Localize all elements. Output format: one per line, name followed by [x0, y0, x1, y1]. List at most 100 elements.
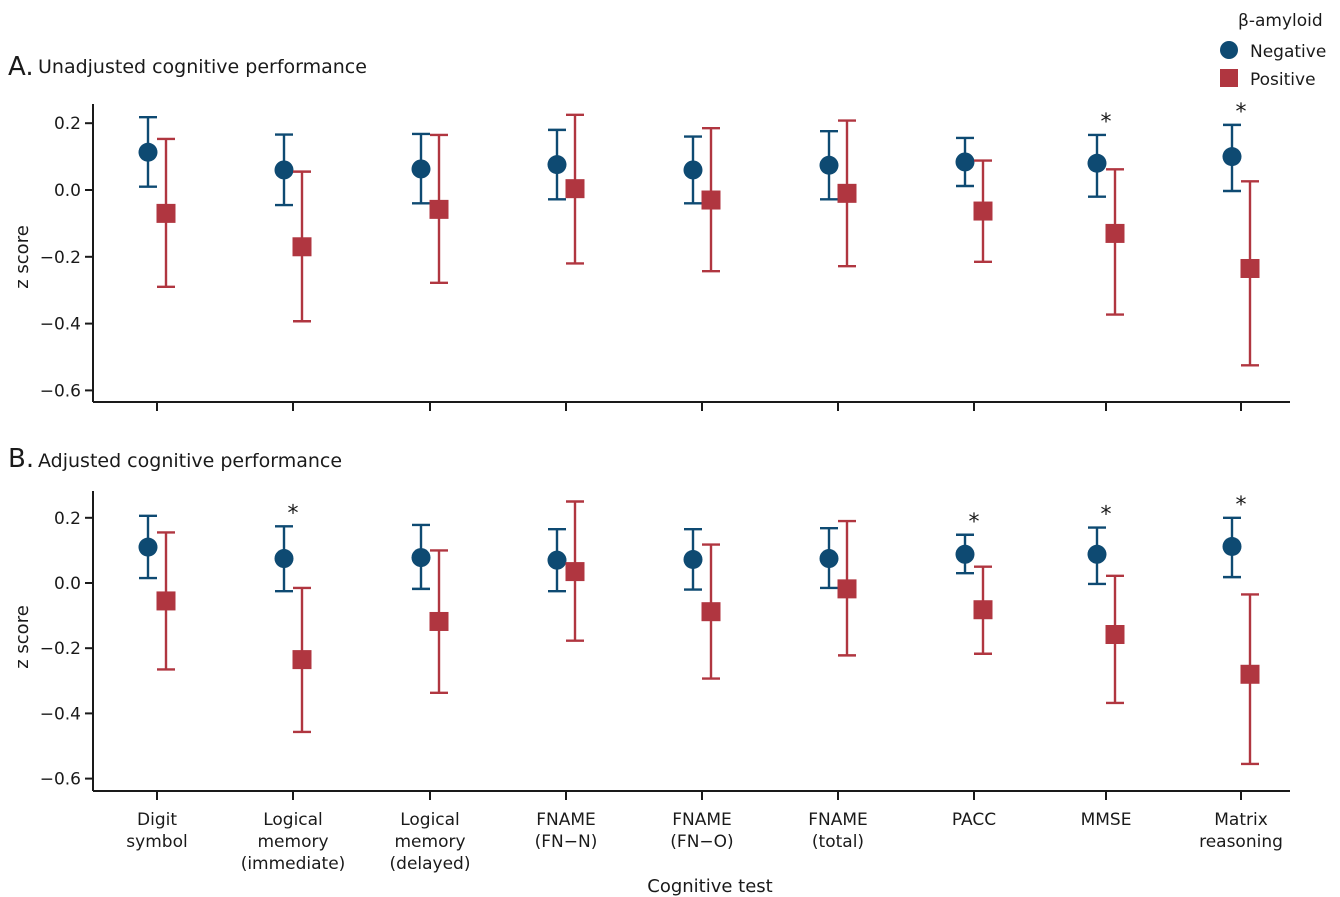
- panel-a-point-positive: [701, 190, 721, 210]
- x-category-label-line: Logical: [263, 810, 323, 830]
- panel-a-axes: 0.2 0.0 −0.2 −0.4 −0.6: [40, 104, 1290, 411]
- x-category-label-line: FNAME: [536, 810, 596, 830]
- legend-title: β-amyloid: [1238, 11, 1323, 31]
- panel-b-significance-star: *: [1101, 503, 1112, 528]
- panel-b-point-positive: [565, 562, 585, 582]
- legend-marker-negative: [1220, 41, 1238, 59]
- panel-b-point-negative: [1222, 536, 1242, 556]
- x-category-label: FNAME (FN−O): [670, 810, 733, 852]
- panel-b-significance-star: *: [288, 501, 299, 526]
- x-category-label-line: (total): [812, 832, 864, 852]
- panel-a-point-negative: [819, 155, 839, 175]
- x-category-label: Logical memory (immediate): [241, 810, 346, 874]
- panel-b-marks: * * * *: [138, 493, 1260, 766]
- panel-a-point-positive: [1240, 258, 1260, 278]
- panel-a-point-negative: [274, 160, 294, 180]
- panel-a-significance-star: *: [1236, 100, 1247, 125]
- panel-b-point-positive: [1240, 664, 1260, 684]
- x-category-label-line: (delayed): [390, 854, 471, 874]
- panel-b-point-negative: [274, 549, 294, 569]
- panel-a-point-negative: [683, 160, 703, 180]
- panel-a-point-positive: [292, 237, 312, 257]
- x-category-label: Matrix reasoning: [1199, 810, 1283, 852]
- panel-a-y-tick-label: −0.2: [40, 248, 81, 268]
- panel-b-y-axis-label: z score: [12, 605, 33, 669]
- panel-b-point-negative: [1087, 544, 1107, 564]
- panel-a-point-positive: [837, 183, 857, 203]
- x-category-label-line: Logical: [400, 810, 460, 830]
- x-category-label-line: (FN−N): [535, 832, 598, 852]
- x-category-label-line: Matrix: [1214, 810, 1268, 830]
- x-category-label: FNAME (FN−N): [535, 810, 598, 852]
- x-category-label: Digit symbol: [126, 810, 187, 852]
- legend-marker-positive: [1220, 69, 1238, 87]
- x-category-label-line: FNAME: [672, 810, 732, 830]
- legend-label-positive: Positive: [1250, 70, 1316, 90]
- panel-a-point-negative: [955, 152, 975, 172]
- panel-b-point-positive: [292, 650, 312, 670]
- panel-a-point-positive: [1105, 223, 1125, 243]
- x-category-label: PACC: [952, 810, 996, 830]
- panel-b-y-tick-label: 0.2: [54, 509, 81, 529]
- x-category-label: FNAME (total): [808, 810, 868, 852]
- panel-b-point-positive: [156, 591, 176, 611]
- panel-a-y-tick-label: 0.2: [54, 114, 81, 134]
- panel-a-y-tick-label: −0.6: [40, 381, 81, 401]
- panel-a-point-negative: [1222, 147, 1242, 167]
- panel-b-point-negative: [683, 550, 703, 570]
- x-axis-label: Cognitive test: [647, 876, 773, 897]
- panel-b: B. Adjusted cognitive performance z scor…: [8, 444, 1290, 800]
- x-category-label-line: memory: [257, 832, 328, 852]
- x-category-label-line: FNAME: [808, 810, 868, 830]
- panel-a-point-positive: [429, 199, 449, 219]
- x-category-label-line: Digit: [137, 810, 177, 830]
- panel-b-point-negative: [955, 544, 975, 564]
- panel-b-significance-star: *: [1236, 493, 1247, 518]
- panel-b-y-tick-label: 0.0: [54, 574, 81, 594]
- panel-a-y-tick-label: −0.4: [40, 315, 81, 335]
- x-category-label-line: symbol: [126, 832, 187, 852]
- panel-b-point-positive: [429, 611, 449, 631]
- panel-b-point-negative: [138, 537, 158, 557]
- panel-a-marks: * *: [138, 100, 1260, 367]
- x-category-label-line: reasoning: [1199, 832, 1283, 852]
- x-category-label-line: memory: [394, 832, 465, 852]
- panel-b-axes: 0.2 0.0 −0.2 −0.4 −0.6: [40, 491, 1290, 800]
- x-category-label-line: MMSE: [1081, 810, 1132, 830]
- panel-b-significance-star: *: [969, 510, 980, 535]
- x-category-label-line: (FN−O): [670, 832, 733, 852]
- panel-b-point-positive: [1105, 625, 1125, 645]
- panel-a-y-tick-label: 0.0: [54, 181, 81, 201]
- panel-a-letter: A.: [8, 52, 34, 82]
- panel-b-y-tick-label: −0.2: [40, 639, 81, 659]
- panel-a: A. Unadjusted cognitive performance z sc…: [8, 52, 1290, 411]
- x-category-label: MMSE: [1081, 810, 1132, 830]
- panel-b-point-positive: [973, 600, 993, 620]
- panel-a-point-positive: [156, 203, 176, 223]
- panel-b-y-tick-label: −0.6: [40, 770, 81, 790]
- legend-label-negative: Negative: [1250, 42, 1326, 62]
- panel-a-point-negative: [547, 155, 567, 175]
- panel-b-point-positive: [701, 602, 721, 622]
- panel-a-point-negative: [1087, 153, 1107, 173]
- panel-a-point-negative: [411, 159, 431, 179]
- panel-a-y-axis-label: z score: [12, 225, 33, 289]
- panel-a-significance-star: *: [1101, 110, 1112, 135]
- panel-b-title: Adjusted cognitive performance: [38, 450, 342, 472]
- panel-b-point-negative: [547, 550, 567, 570]
- panel-b-y-tick-label: −0.4: [40, 704, 81, 724]
- x-category-label: Logical memory (delayed): [390, 810, 471, 874]
- legend: β-amyloid Negative Positive: [1220, 11, 1326, 90]
- panel-a-title: Unadjusted cognitive performance: [38, 56, 367, 78]
- panel-b-point-negative: [819, 549, 839, 569]
- panel-a-point-positive: [973, 201, 993, 221]
- x-category-label-line: (immediate): [241, 854, 346, 874]
- panel-b-point-positive: [837, 579, 857, 599]
- panel-a-point-negative: [138, 142, 158, 162]
- x-category-label-line: PACC: [952, 810, 996, 830]
- panel-b-point-negative: [411, 548, 431, 568]
- panel-b-letter: B.: [8, 444, 34, 474]
- panel-a-point-positive: [565, 179, 585, 199]
